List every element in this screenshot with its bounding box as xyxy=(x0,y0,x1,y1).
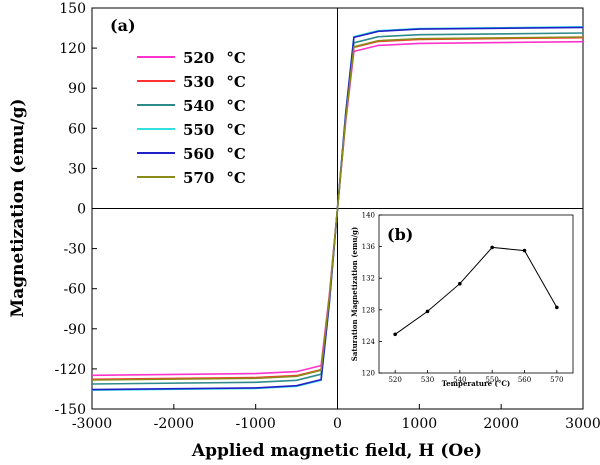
legend-label-530: 530 °C xyxy=(183,73,246,91)
y-tick-label: 30 xyxy=(68,161,86,177)
inset-data-point xyxy=(490,245,494,250)
x-tick-label: -3000 xyxy=(72,416,112,432)
y-tick-label: 0 xyxy=(77,202,86,218)
inset-background xyxy=(352,212,577,378)
x-tick-label: 3000 xyxy=(565,416,600,432)
legend-label-550: 550 °C xyxy=(183,121,246,139)
inset-series xyxy=(393,245,559,337)
main-y-axis-title: Magnetization (emu/g) xyxy=(8,98,28,317)
inset-plot-frame xyxy=(378,214,574,374)
inset-data-point xyxy=(555,305,559,310)
legend-value: 550 xyxy=(183,121,214,139)
legend-value: 570 xyxy=(183,169,214,187)
inset-x-tick-label: 560 xyxy=(518,376,531,384)
panel-label-b: (b) xyxy=(387,225,413,244)
inset-y-tick-label: 140 xyxy=(362,212,375,220)
x-tick-label: -1000 xyxy=(235,416,275,432)
main-series xyxy=(91,26,584,391)
inset-y-tick-label: 124 xyxy=(362,338,376,346)
inset-data-point xyxy=(425,309,430,314)
y-tick-label: 150 xyxy=(59,1,86,17)
inset-x-axis-title: Temperature (°C) xyxy=(442,379,510,388)
series-line-570 xyxy=(91,36,584,381)
inset-data-point xyxy=(393,332,397,337)
inset-y-tick-label: 132 xyxy=(362,275,375,283)
y-tick-label: -90 xyxy=(63,322,86,338)
legend-label-540: 540 °C xyxy=(183,97,246,115)
legend-label-570: 570 °C xyxy=(183,169,246,187)
inset-x-tick-label: 530 xyxy=(421,376,434,384)
legend: 520 °C 530 °C 540 °C 550 °C 560 °C 570 °C xyxy=(137,49,246,187)
y-tick-label: -120 xyxy=(55,362,86,378)
legend-unit: °C xyxy=(226,145,246,163)
legend-value: 520 xyxy=(183,49,214,67)
inset-y-axis-title: Saturation Magnetization (emu/g) xyxy=(350,227,359,361)
inset-data-point xyxy=(458,281,462,286)
y-tick-label: 120 xyxy=(59,41,86,57)
inset-x-tick-label: 540 xyxy=(453,376,466,384)
main-ticks: -3000 -2000 -1000 0 1000 2000 3000 -150 -120 -90 -… xyxy=(55,1,600,432)
legend-label-520: 520 °C xyxy=(183,49,246,67)
inset-y-tick-label: 120 xyxy=(362,370,375,378)
x-tick-label: 2000 xyxy=(483,416,519,432)
y-tick-label: 90 xyxy=(68,81,86,97)
legend-unit: °C xyxy=(226,169,246,187)
y-tick-label: -30 xyxy=(63,242,86,258)
legend-unit: °C xyxy=(226,49,246,67)
main-x-axis-title: Applied magnetic field, H (Oe) xyxy=(191,441,482,461)
inset-ticks: 520 530 540 550 560 570 120 124 128 132 136 140 xyxy=(362,212,564,385)
inset-x-tick-label: 520 xyxy=(388,376,401,384)
inset-data-point xyxy=(522,248,527,253)
x-tick-label: 0 xyxy=(333,416,342,432)
inset-x-tick-label: 550 xyxy=(485,376,498,384)
inset-y-tick-label: 128 xyxy=(362,306,375,314)
legend-value: 540 xyxy=(183,97,214,115)
y-tick-label: 60 xyxy=(68,121,86,137)
inset-plot: 520 530 540 550 560 570 120 124 128 132 136 140 (b)… xyxy=(350,212,577,388)
panel-label-a: (a) xyxy=(110,16,136,35)
legend-label-560: 560 °C xyxy=(183,145,246,163)
legend-unit: °C xyxy=(226,121,246,139)
legend-value: 530 xyxy=(183,73,214,91)
inset-series-line xyxy=(394,246,558,335)
legend-unit: °C xyxy=(226,97,246,115)
y-tick-label: -60 xyxy=(63,282,86,298)
legend-value: 560 xyxy=(183,145,214,163)
main-plot: -3000 -2000 -1000 0 1000 2000 3000 -150 -120 -90 -… xyxy=(55,1,600,432)
x-tick-label: -2000 xyxy=(154,416,194,432)
inset-y-tick-label: 136 xyxy=(362,243,376,251)
y-tick-label: -150 xyxy=(55,402,86,418)
legend-unit: °C xyxy=(226,73,246,91)
x-tick-label: 1000 xyxy=(402,416,438,432)
inset-x-tick-label: 570 xyxy=(550,376,563,384)
